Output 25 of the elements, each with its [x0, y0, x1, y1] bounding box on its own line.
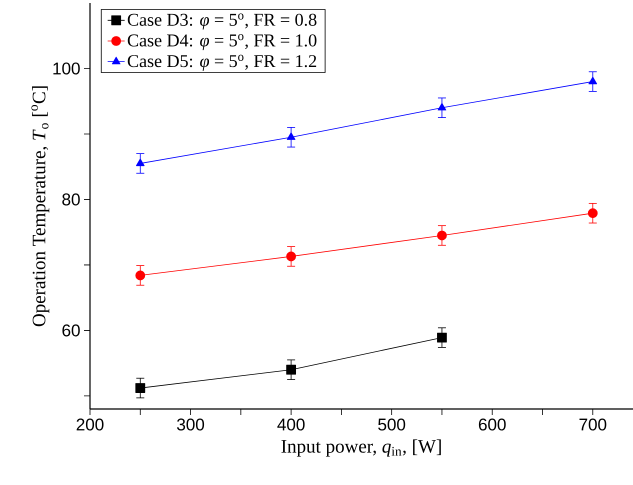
point	[135, 383, 146, 393]
y-axis-title: Operation Temperature, T$_{o}$ [$^{o}$C]	[31, 86, 50, 326]
point	[437, 230, 447, 240]
point	[438, 102, 446, 110]
legend-label: Case D4: φ = 5$^{o}$, FR = 1.0	[128, 34, 316, 50]
x-tick-label: 500	[378, 418, 406, 431]
y-tick-label: 80	[62, 193, 80, 206]
point	[135, 270, 146, 280]
point	[136, 158, 145, 166]
x-tick-label: 200	[76, 418, 104, 431]
x-tick-label: 400	[277, 418, 305, 431]
point	[437, 332, 447, 343]
point	[588, 76, 598, 84]
y-tick-label: 100	[53, 62, 80, 75]
y-tick-label: 60	[62, 324, 80, 336]
x-tick-label: 600	[478, 418, 506, 431]
legend-label: Case D3: φ = 5$^{o}$, FR = 0.8	[128, 13, 316, 30]
x-tick-label: 700	[579, 418, 606, 431]
point	[286, 252, 296, 262]
point	[286, 132, 296, 140]
x-tick-label: 300	[177, 418, 204, 431]
point	[588, 208, 598, 218]
legend-label: Case D5: φ = 5$^{o}$, FR = 1.2	[128, 54, 316, 71]
point	[286, 364, 296, 375]
x-axis-title: Input power, q$_{in}$, [W]	[281, 439, 441, 457]
